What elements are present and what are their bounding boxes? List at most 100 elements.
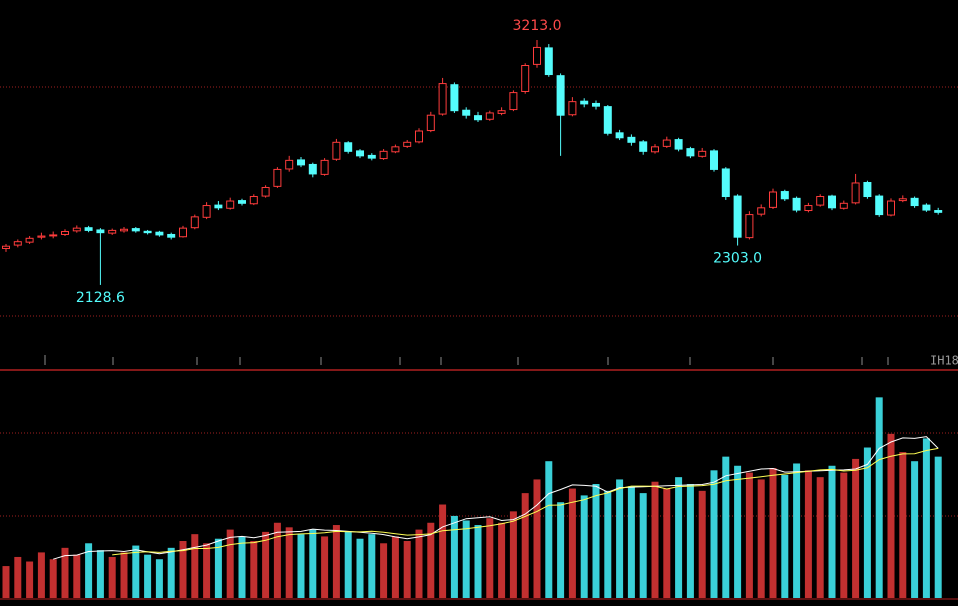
candle-body [462, 109, 471, 116]
volume-bar [509, 511, 517, 598]
candle-body [202, 205, 211, 218]
volume-ma-line [53, 436, 939, 560]
volume-bar [321, 536, 329, 598]
candle-body [674, 139, 683, 150]
candle-body [839, 202, 848, 209]
volume-bar [285, 527, 293, 598]
candle-body [249, 196, 258, 205]
candle-body [84, 227, 93, 231]
volume-bar [108, 556, 116, 598]
candle-body [61, 231, 69, 235]
volume-bar [498, 522, 506, 598]
volume-bar [344, 531, 352, 598]
volume-bar [745, 472, 753, 598]
candle-body [828, 195, 836, 209]
volume-bar [616, 479, 624, 598]
volume-bar [675, 477, 683, 598]
candle-body [167, 233, 176, 238]
volume-ma-line [112, 447, 939, 556]
candle-body [804, 205, 813, 212]
candle-body [769, 191, 777, 208]
candle-body [592, 102, 600, 107]
candle-body [863, 182, 872, 198]
volume-bar [604, 490, 612, 598]
symbol-label: IH18 [930, 354, 958, 368]
candle-body [698, 150, 707, 157]
volume-bar [403, 541, 411, 598]
volume-bar [474, 525, 482, 598]
candle-body [226, 200, 235, 209]
volume-bar [557, 502, 565, 598]
volume-bar [592, 484, 600, 598]
volume-bar [911, 461, 919, 598]
volume-bar [309, 529, 317, 598]
candle-body [910, 197, 919, 207]
volume-bar [380, 543, 388, 598]
volume-bar [793, 463, 801, 598]
volume-bar [427, 522, 435, 598]
candle-body [214, 204, 223, 209]
candle-body [733, 195, 742, 238]
volume-bar [356, 538, 364, 598]
volume-bar [568, 488, 576, 598]
candle-body [816, 196, 825, 206]
candle-body [745, 214, 754, 239]
candle-body [485, 112, 494, 120]
volume-bar [226, 529, 234, 598]
volume-bar [238, 536, 246, 598]
candle-body [155, 231, 164, 236]
volume-bar [415, 529, 423, 598]
volume-bar [710, 470, 718, 598]
volume-bar [734, 465, 742, 598]
volume-bar [297, 534, 305, 598]
candle-body [450, 84, 459, 112]
volume-bar [332, 525, 340, 598]
candle-body [662, 139, 671, 147]
volume-bar [439, 504, 447, 598]
candle-body [96, 229, 105, 234]
candle-body [792, 197, 801, 211]
candle-body [875, 195, 884, 216]
candle-body [367, 154, 376, 159]
volume-bar [96, 550, 104, 598]
candle-body [2, 245, 10, 249]
candle-body [131, 228, 140, 232]
time-ticks [44, 355, 889, 365]
candle-body [379, 150, 388, 160]
volume-bar [804, 470, 812, 598]
candle-body [721, 168, 730, 198]
candle-body [922, 204, 931, 211]
candle-body [356, 150, 364, 157]
volume-bar [462, 520, 470, 598]
candle-body [639, 141, 648, 152]
candle-body [13, 241, 22, 246]
candle-body [179, 227, 187, 238]
volume-bar [863, 447, 871, 598]
candle-body [898, 198, 907, 202]
candle-body [403, 141, 412, 147]
volume-bar [639, 493, 647, 598]
extreme-label: 2303.0 [713, 251, 762, 267]
volume-bar [2, 566, 10, 598]
candle-body [297, 159, 305, 166]
candle-body [710, 150, 718, 170]
volume-bar [214, 538, 222, 598]
volume-bar [73, 554, 81, 598]
candle-body [438, 83, 447, 115]
candle-body [497, 110, 506, 114]
volume-bar [840, 472, 848, 598]
volume-bar [875, 397, 883, 598]
volume-bar [922, 438, 930, 598]
candle-body [273, 168, 282, 187]
volume-bar [167, 547, 175, 598]
candle-body [544, 47, 553, 76]
volume-bar [85, 543, 93, 598]
candle-body [615, 132, 624, 139]
volume-bar [179, 541, 187, 598]
volume-bar [686, 484, 694, 598]
candle-body [887, 200, 895, 216]
volume-bar [663, 488, 671, 598]
volume-bar [132, 545, 140, 598]
volume-bar [262, 531, 270, 598]
